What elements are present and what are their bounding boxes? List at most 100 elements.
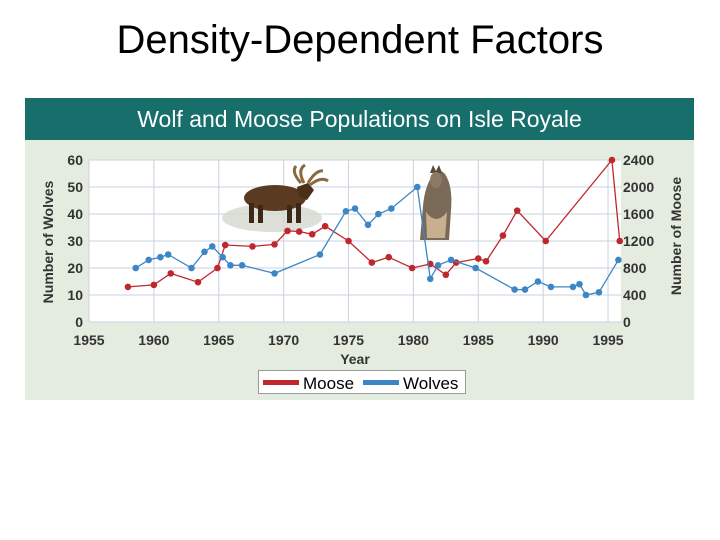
moose-point [150,281,158,289]
moose-point [308,230,316,238]
wolves-point [201,248,208,256]
moose-point [474,255,482,262]
moose-point [295,228,303,235]
wolves-point [434,262,442,269]
right-tick-label: 1600 [623,206,654,222]
moose-point [284,227,291,235]
right-tick-label: 400 [623,287,647,303]
wolves-point [227,262,234,269]
wolves-point [388,205,395,212]
wolves-point [188,264,195,272]
wolves-point [447,256,455,264]
left-axis-label: Number of Wolves [40,180,56,303]
wolves-point [351,205,359,212]
x-tick-label: 1995 [592,332,623,348]
legend: Moose Wolves [258,370,466,394]
x-tick-label: 1955 [73,332,104,348]
moose-point [221,241,229,249]
legend-swatch-wolves [363,380,399,385]
wolves-point [208,243,216,250]
wolves-point [426,275,434,283]
moose-point [249,243,256,250]
wolves-point [576,280,583,288]
wolves-point [164,251,172,258]
left-tick-label: 30 [67,233,83,249]
x-tick-label: 1965 [203,332,234,348]
x-tick-label: 1990 [528,332,559,348]
moose-point [408,264,416,272]
wolves-point [145,256,152,264]
wolves-point [316,251,324,258]
wolves-point [219,253,226,261]
right-tick-label: 0 [623,314,631,330]
left-tick-label: 60 [67,152,83,168]
wolves-point [595,289,603,296]
moose-point [194,278,202,286]
slide-title: Density-Dependent Factors [116,18,604,62]
wolves-point [157,253,164,261]
moose-point [616,237,624,245]
wolves-point [364,221,372,229]
wolves-point [547,283,555,291]
x-axis-label: Year [340,351,370,367]
right-tick-label: 1200 [623,233,654,249]
wolves-point [615,256,622,264]
moose-point [214,264,221,272]
left-tick-label: 20 [67,260,83,276]
wolves-point [342,208,350,215]
moose-point [271,241,278,248]
moose-point [442,271,450,279]
right-tick-label: 2000 [623,179,654,195]
moose-illustration [222,163,329,232]
right-tick-label: 800 [623,260,647,276]
legend-label-moose: Moose [303,374,355,393]
left-tick-label: 0 [75,314,83,330]
x-tick-label: 1970 [268,332,299,348]
legend-label-wolves: Wolves [403,374,459,393]
right-tick-label: 2400 [623,152,654,168]
chart-plot: 0 10 20 30 40 50 60 0 400 800 1200 1600 2000 2400 19… [40,152,684,367]
wolves-point [582,291,590,299]
left-axis: 0 10 20 30 40 50 60 [67,152,83,330]
right-axis-label: Number of Moose [668,177,684,295]
chart-panel: Wolf and Moose Populations on Isle Royal… [25,98,694,400]
wolves-point [569,283,577,291]
wolves-point [238,262,246,269]
moose-point [345,237,352,245]
x-tick-label: 1975 [333,332,364,348]
left-tick-label: 10 [67,287,83,303]
moose-point [124,283,132,291]
moose-series [124,156,624,291]
x-tick-label: 1985 [463,332,494,348]
left-tick-label: 50 [67,179,83,195]
moose-point [513,207,521,214]
x-tick-label: 1960 [138,332,169,348]
x-axis: 1955 1960 1965 1970 1975 1980 1985 1990 1995 [73,332,623,348]
wolves-point [511,286,518,293]
moose-point [542,237,550,245]
wolves-point [413,183,421,191]
moose-line [127,158,621,288]
moose-point [608,156,616,164]
moose-point [167,270,175,277]
legend-swatch-moose [263,380,299,385]
moose-point [321,222,329,230]
chart-title: Wolf and Moose Populations on Isle Royal… [137,106,582,132]
moose-point [482,257,490,265]
wolves-series [132,183,622,299]
moose-point [368,259,376,266]
wolves-point [521,286,529,293]
wolves-point [132,264,140,272]
right-axis: 0 400 800 1200 1600 2000 2400 [623,152,654,330]
moose-point [499,232,507,239]
grid-layer [88,159,621,323]
chart-header: Wolf and Moose Populations on Isle Royal… [25,98,694,140]
wolves-point [472,264,479,272]
moose-point [385,253,393,261]
wolves-point [271,270,278,277]
left-tick-label: 40 [67,206,83,222]
wolf-illustration [420,165,452,240]
x-tick-label: 1980 [398,332,429,348]
wolves-point [375,210,382,218]
wolves-point [534,278,542,285]
